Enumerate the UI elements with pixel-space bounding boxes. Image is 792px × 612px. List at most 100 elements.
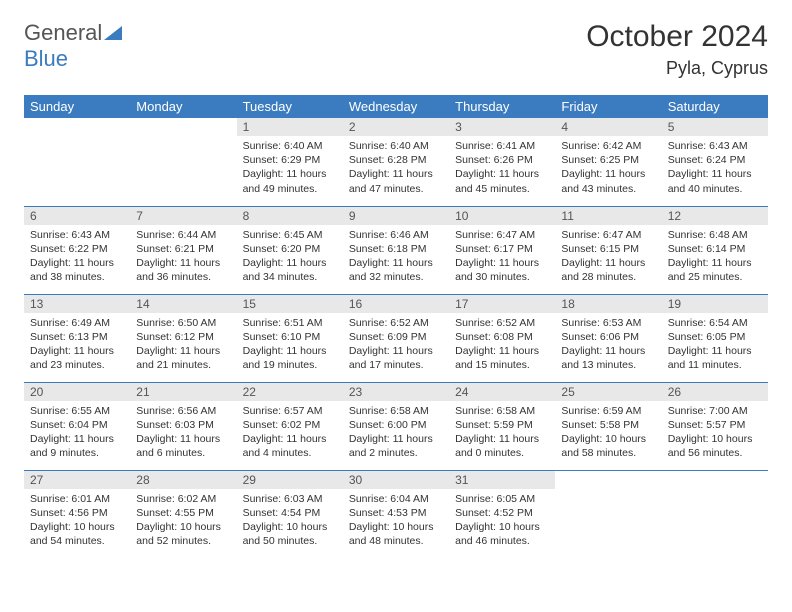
day-content: Sunrise: 6:03 AMSunset: 4:54 PMDaylight:… bbox=[237, 489, 343, 555]
sunset-line: Sunset: 6:09 PM bbox=[349, 330, 443, 344]
daylight-line: Daylight: 11 hours and 25 minutes. bbox=[668, 256, 762, 284]
calendar-day-cell: 16Sunrise: 6:52 AMSunset: 6:09 PMDayligh… bbox=[343, 294, 449, 382]
sunrise-line: Sunrise: 6:58 AM bbox=[455, 404, 549, 418]
sunset-line: Sunset: 4:55 PM bbox=[136, 506, 230, 520]
sunset-line: Sunset: 6:25 PM bbox=[561, 153, 655, 167]
day-content: Sunrise: 6:40 AMSunset: 6:28 PMDaylight:… bbox=[343, 136, 449, 202]
daylight-line: Daylight: 11 hours and 49 minutes. bbox=[243, 167, 337, 195]
day-content: Sunrise: 6:41 AMSunset: 6:26 PMDaylight:… bbox=[449, 136, 555, 202]
daylight-line: Daylight: 11 hours and 2 minutes. bbox=[349, 432, 443, 460]
sunrise-line: Sunrise: 6:52 AM bbox=[455, 316, 549, 330]
day-content: Sunrise: 6:48 AMSunset: 6:14 PMDaylight:… bbox=[662, 225, 768, 291]
calendar-day-cell bbox=[130, 118, 236, 206]
logo-triangle-icon bbox=[104, 20, 122, 46]
sunrise-line: Sunrise: 6:43 AM bbox=[30, 228, 124, 242]
sunrise-line: Sunrise: 6:53 AM bbox=[561, 316, 655, 330]
sunrise-line: Sunrise: 6:47 AM bbox=[561, 228, 655, 242]
header: General Blue October 2024 Pyla, Cyprus bbox=[24, 20, 768, 79]
sunrise-line: Sunrise: 6:49 AM bbox=[30, 316, 124, 330]
daylight-line: Daylight: 11 hours and 43 minutes. bbox=[561, 167, 655, 195]
calendar-day-cell: 1Sunrise: 6:40 AMSunset: 6:29 PMDaylight… bbox=[237, 118, 343, 206]
day-number: 27 bbox=[24, 471, 130, 489]
calendar-day-cell bbox=[555, 470, 661, 558]
sunset-line: Sunset: 4:54 PM bbox=[243, 506, 337, 520]
sunrise-line: Sunrise: 6:01 AM bbox=[30, 492, 124, 506]
calendar-week-row: 1Sunrise: 6:40 AMSunset: 6:29 PMDaylight… bbox=[24, 118, 768, 206]
day-content: Sunrise: 6:43 AMSunset: 6:24 PMDaylight:… bbox=[662, 136, 768, 202]
day-number: 4 bbox=[555, 118, 661, 136]
daylight-line: Daylight: 11 hours and 15 minutes. bbox=[455, 344, 549, 372]
day-number: 10 bbox=[449, 207, 555, 225]
sunset-line: Sunset: 4:52 PM bbox=[455, 506, 549, 520]
daylight-line: Daylight: 11 hours and 19 minutes. bbox=[243, 344, 337, 372]
calendar-day-cell: 21Sunrise: 6:56 AMSunset: 6:03 PMDayligh… bbox=[130, 382, 236, 470]
daylight-line: Daylight: 11 hours and 34 minutes. bbox=[243, 256, 337, 284]
day-number: 14 bbox=[130, 295, 236, 313]
calendar-table: Sunday Monday Tuesday Wednesday Thursday… bbox=[24, 95, 768, 558]
location-label: Pyla, Cyprus bbox=[586, 58, 768, 79]
daylight-line: Daylight: 11 hours and 32 minutes. bbox=[349, 256, 443, 284]
sunset-line: Sunset: 6:21 PM bbox=[136, 242, 230, 256]
day-number: 21 bbox=[130, 383, 236, 401]
day-content: Sunrise: 6:53 AMSunset: 6:06 PMDaylight:… bbox=[555, 313, 661, 379]
sunset-line: Sunset: 5:57 PM bbox=[668, 418, 762, 432]
sunset-line: Sunset: 6:20 PM bbox=[243, 242, 337, 256]
day-number: 25 bbox=[555, 383, 661, 401]
sunrise-line: Sunrise: 6:02 AM bbox=[136, 492, 230, 506]
sunrise-line: Sunrise: 6:05 AM bbox=[455, 492, 549, 506]
weekday-header: Thursday bbox=[449, 95, 555, 118]
weekday-header-row: Sunday Monday Tuesday Wednesday Thursday… bbox=[24, 95, 768, 118]
day-number: 11 bbox=[555, 207, 661, 225]
weekday-header: Wednesday bbox=[343, 95, 449, 118]
calendar-day-cell: 12Sunrise: 6:48 AMSunset: 6:14 PMDayligh… bbox=[662, 206, 768, 294]
day-content: Sunrise: 6:47 AMSunset: 6:17 PMDaylight:… bbox=[449, 225, 555, 291]
day-number: 28 bbox=[130, 471, 236, 489]
calendar-day-cell: 11Sunrise: 6:47 AMSunset: 6:15 PMDayligh… bbox=[555, 206, 661, 294]
calendar-day-cell: 29Sunrise: 6:03 AMSunset: 4:54 PMDayligh… bbox=[237, 470, 343, 558]
daylight-line: Daylight: 11 hours and 17 minutes. bbox=[349, 344, 443, 372]
day-content: Sunrise: 6:54 AMSunset: 6:05 PMDaylight:… bbox=[662, 313, 768, 379]
daylight-line: Daylight: 11 hours and 36 minutes. bbox=[136, 256, 230, 284]
calendar-week-row: 27Sunrise: 6:01 AMSunset: 4:56 PMDayligh… bbox=[24, 470, 768, 558]
day-number: 6 bbox=[24, 207, 130, 225]
sunrise-line: Sunrise: 6:51 AM bbox=[243, 316, 337, 330]
calendar-day-cell: 17Sunrise: 6:52 AMSunset: 6:08 PMDayligh… bbox=[449, 294, 555, 382]
daylight-line: Daylight: 10 hours and 56 minutes. bbox=[668, 432, 762, 460]
weekday-header: Tuesday bbox=[237, 95, 343, 118]
day-content: Sunrise: 6:43 AMSunset: 6:22 PMDaylight:… bbox=[24, 225, 130, 291]
sunrise-line: Sunrise: 6:59 AM bbox=[561, 404, 655, 418]
calendar-day-cell: 5Sunrise: 6:43 AMSunset: 6:24 PMDaylight… bbox=[662, 118, 768, 206]
day-content: Sunrise: 6:46 AMSunset: 6:18 PMDaylight:… bbox=[343, 225, 449, 291]
day-number: 8 bbox=[237, 207, 343, 225]
calendar-day-cell: 24Sunrise: 6:58 AMSunset: 5:59 PMDayligh… bbox=[449, 382, 555, 470]
calendar-day-cell: 27Sunrise: 6:01 AMSunset: 4:56 PMDayligh… bbox=[24, 470, 130, 558]
calendar-day-cell: 8Sunrise: 6:45 AMSunset: 6:20 PMDaylight… bbox=[237, 206, 343, 294]
sunset-line: Sunset: 6:04 PM bbox=[30, 418, 124, 432]
sunrise-line: Sunrise: 6:50 AM bbox=[136, 316, 230, 330]
day-number: 19 bbox=[662, 295, 768, 313]
sunset-line: Sunset: 6:12 PM bbox=[136, 330, 230, 344]
day-content: Sunrise: 6:40 AMSunset: 6:29 PMDaylight:… bbox=[237, 136, 343, 202]
sunset-line: Sunset: 4:53 PM bbox=[349, 506, 443, 520]
sunset-line: Sunset: 6:28 PM bbox=[349, 153, 443, 167]
calendar-day-cell: 14Sunrise: 6:50 AMSunset: 6:12 PMDayligh… bbox=[130, 294, 236, 382]
sunset-line: Sunset: 5:59 PM bbox=[455, 418, 549, 432]
sunset-line: Sunset: 6:29 PM bbox=[243, 153, 337, 167]
weekday-header: Saturday bbox=[662, 95, 768, 118]
day-content: Sunrise: 6:55 AMSunset: 6:04 PMDaylight:… bbox=[24, 401, 130, 467]
day-number: 23 bbox=[343, 383, 449, 401]
logo-text-2: Blue bbox=[24, 46, 68, 71]
sunrise-line: Sunrise: 6:41 AM bbox=[455, 139, 549, 153]
day-number: 12 bbox=[662, 207, 768, 225]
day-content: Sunrise: 6:02 AMSunset: 4:55 PMDaylight:… bbox=[130, 489, 236, 555]
day-number: 1 bbox=[237, 118, 343, 136]
sunset-line: Sunset: 6:08 PM bbox=[455, 330, 549, 344]
daylight-line: Daylight: 10 hours and 46 minutes. bbox=[455, 520, 549, 548]
daylight-line: Daylight: 10 hours and 54 minutes. bbox=[30, 520, 124, 548]
day-number: 16 bbox=[343, 295, 449, 313]
day-content: Sunrise: 6:52 AMSunset: 6:09 PMDaylight:… bbox=[343, 313, 449, 379]
daylight-line: Daylight: 10 hours and 58 minutes. bbox=[561, 432, 655, 460]
day-number: 24 bbox=[449, 383, 555, 401]
logo-text: General Blue bbox=[24, 20, 122, 72]
day-content: Sunrise: 6:47 AMSunset: 6:15 PMDaylight:… bbox=[555, 225, 661, 291]
